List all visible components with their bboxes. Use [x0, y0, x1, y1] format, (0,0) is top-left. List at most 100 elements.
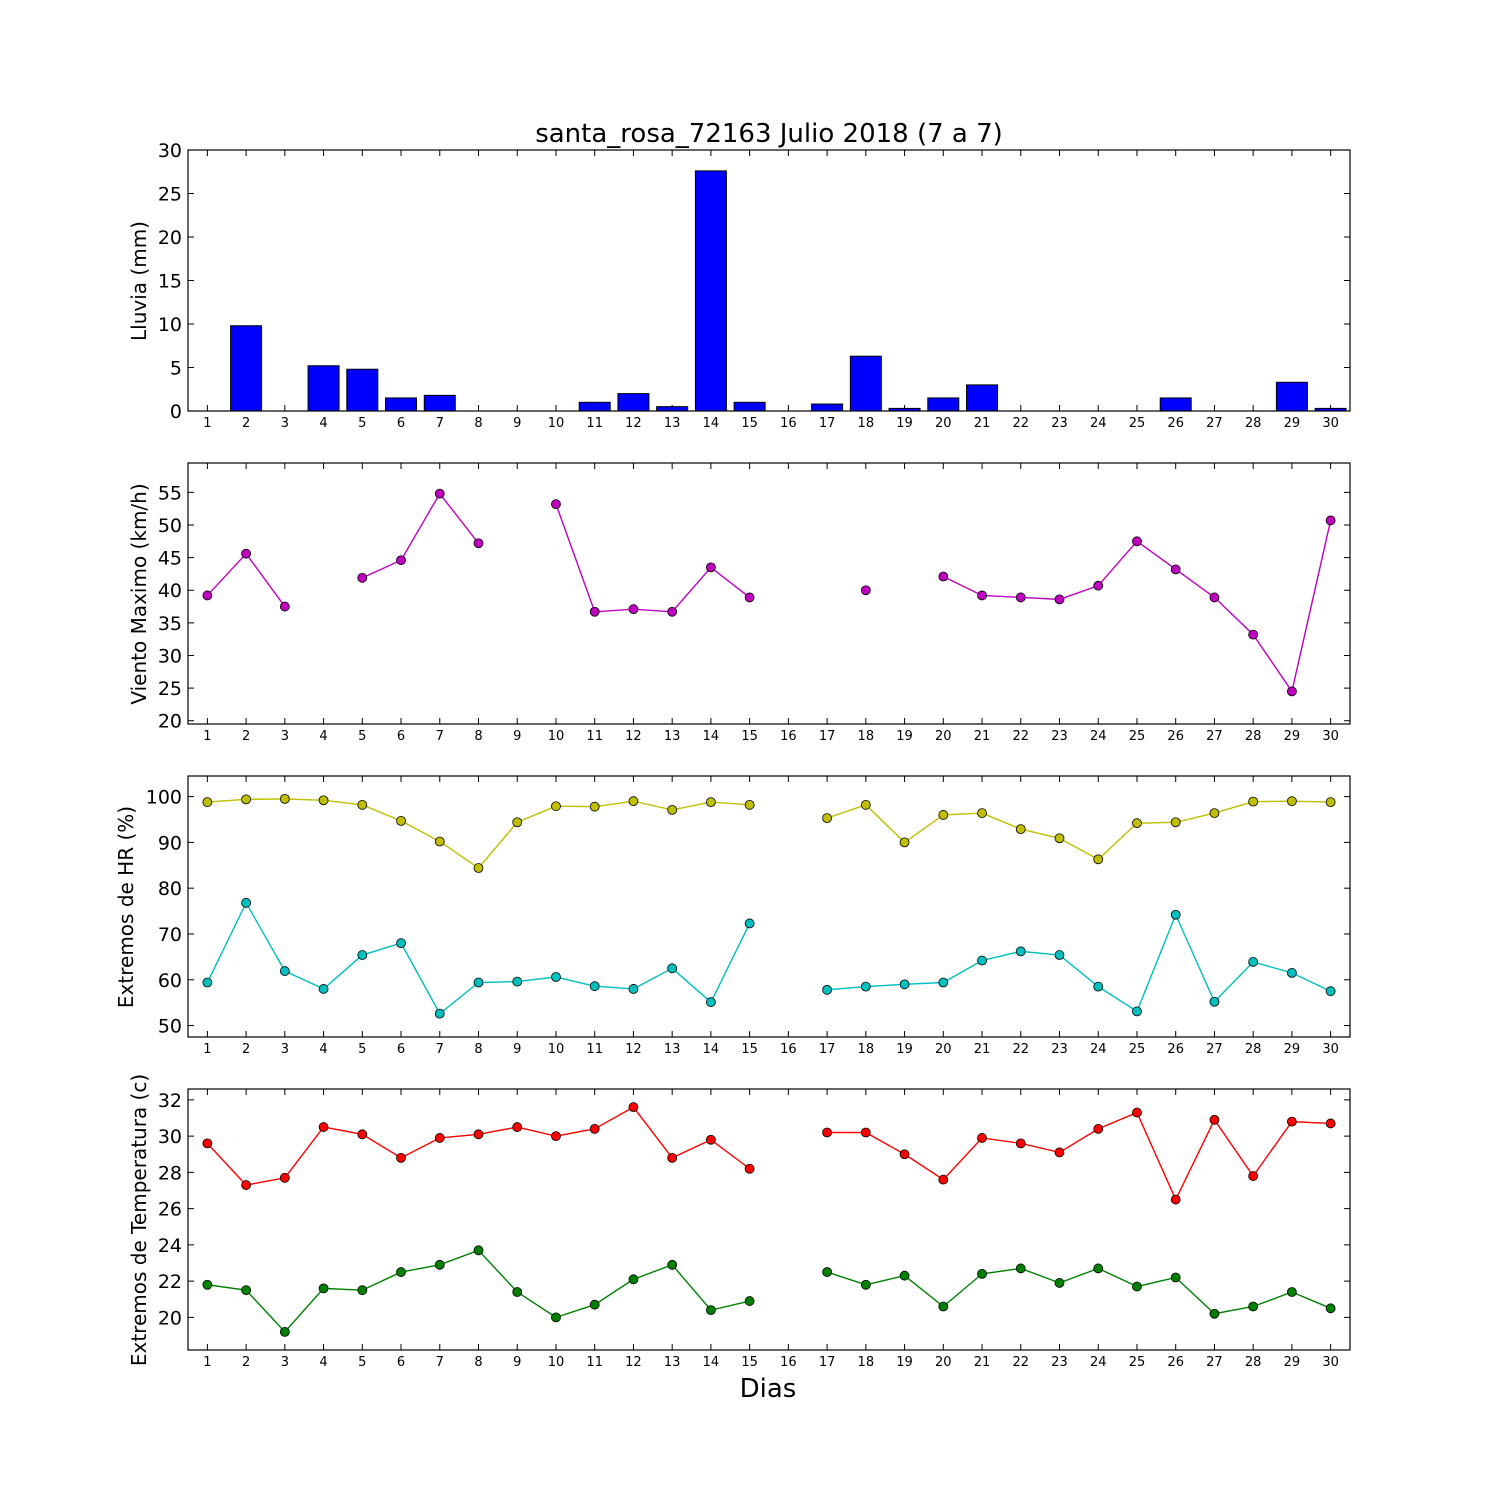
y-tick-label: 45 [158, 548, 182, 570]
data-point [512, 976, 523, 987]
series-line [206, 552, 286, 607]
x-tick-label: 9 [513, 1042, 521, 1057]
rain-bar [694, 170, 727, 412]
data-point [589, 1299, 600, 1310]
y-tick-label: 0 [170, 401, 182, 423]
x-tick-label: 28 [1245, 1355, 1262, 1370]
x-tick-label: 13 [664, 416, 681, 431]
x-tick-label: 2 [242, 1355, 250, 1370]
data-point [1132, 1006, 1142, 1017]
data-point [396, 1152, 406, 1163]
data-point [667, 1259, 678, 1270]
x-tick-label: 6 [397, 416, 405, 431]
rain-bar [346, 368, 379, 412]
data-point [396, 938, 406, 949]
wind-panel-frame [187, 462, 1351, 725]
x-tick-label: 13 [664, 1355, 681, 1370]
data-point [1093, 580, 1104, 591]
rain-bar [578, 401, 611, 412]
x-tick-label: 25 [1129, 729, 1146, 744]
x-tick-label: 21 [974, 1042, 991, 1057]
x-tick-label: 4 [319, 416, 327, 431]
x-tick-label: 12 [625, 1042, 642, 1057]
x-tick-label: 11 [586, 729, 603, 744]
data-point [589, 606, 600, 617]
x-tick-label: 9 [513, 1355, 521, 1370]
x-tick-label: 20 [935, 729, 952, 744]
data-point [1015, 946, 1026, 957]
x-tick-label: 23 [1051, 1355, 1068, 1370]
data-point [1132, 536, 1142, 547]
x-tick-label: 6 [397, 1042, 405, 1057]
x-tick-label: 1 [203, 416, 211, 431]
humidity-ylabel: Extremos de HR (%) [114, 806, 138, 1008]
x-tick-label: 26 [1167, 416, 1184, 431]
y-tick-label: 40 [158, 580, 182, 602]
data-point [860, 1279, 871, 1290]
x-tick-label: 19 [896, 729, 913, 744]
data-point [1132, 1281, 1142, 1292]
data-point [1209, 808, 1220, 818]
data-point [1170, 817, 1181, 828]
x-tick-label: 26 [1167, 729, 1184, 744]
data-point [744, 918, 755, 929]
x-tick-label: 26 [1167, 1042, 1184, 1057]
data-point [1054, 833, 1065, 844]
data-point [434, 1008, 445, 1019]
data-point [357, 799, 368, 810]
y-tick-label: 100 [146, 787, 182, 809]
x-tick-label: 24 [1090, 1355, 1107, 1370]
x-tick-label: 27 [1206, 416, 1223, 431]
x-tick-label: 25 [1129, 1042, 1146, 1057]
data-point [589, 801, 600, 812]
rain-bar [927, 397, 960, 412]
data-point [977, 1133, 987, 1143]
data-point [1209, 1308, 1220, 1319]
data-point [512, 817, 523, 828]
rain-panel-frame [187, 149, 1351, 412]
data-point [706, 1305, 716, 1316]
x-tick-label: 10 [548, 1355, 565, 1370]
data-point [860, 585, 871, 596]
data-point [1093, 854, 1104, 865]
data-point [822, 1127, 832, 1138]
data-point [899, 837, 910, 848]
data-point [860, 1127, 871, 1138]
data-point [434, 836, 445, 847]
x-tick-label: 13 [664, 1042, 681, 1057]
data-point [241, 1180, 252, 1190]
y-tick-label: 50 [158, 1016, 182, 1038]
data-point [241, 1285, 252, 1296]
data-point [357, 950, 368, 960]
x-tick-label: 24 [1090, 729, 1107, 744]
series-line [826, 800, 1331, 861]
data-point [899, 1149, 910, 1160]
x-tick-label: 18 [858, 729, 875, 744]
data-point [1209, 592, 1220, 603]
x-tick-label: 2 [242, 1042, 250, 1057]
data-point [1093, 981, 1104, 992]
x-tick-label: 15 [741, 729, 758, 744]
rain-bar [656, 406, 689, 412]
chart-title: santa_rosa_72163 Julio 2018 (7 a 7) [535, 119, 1003, 149]
data-point [667, 1152, 678, 1163]
data-point [473, 1245, 484, 1256]
data-point [1248, 1171, 1259, 1181]
humidity-panel-frame [187, 775, 1351, 1038]
data-point [318, 1122, 329, 1132]
x-tick-label: 19 [896, 1042, 913, 1057]
x-tick-label: 1 [203, 1042, 211, 1057]
rain-bar [230, 325, 263, 412]
data-point [1287, 796, 1297, 807]
y-tick-label: 55 [158, 482, 182, 504]
data-point [551, 801, 561, 812]
data-point [551, 1131, 561, 1142]
data-point [1209, 1114, 1220, 1125]
x-tick-label: 11 [586, 416, 603, 431]
data-point [628, 604, 639, 615]
data-point [318, 984, 329, 994]
x-tick-label: 4 [319, 1355, 327, 1370]
data-point [1054, 594, 1065, 605]
x-tick-label: 26 [1167, 1355, 1184, 1370]
